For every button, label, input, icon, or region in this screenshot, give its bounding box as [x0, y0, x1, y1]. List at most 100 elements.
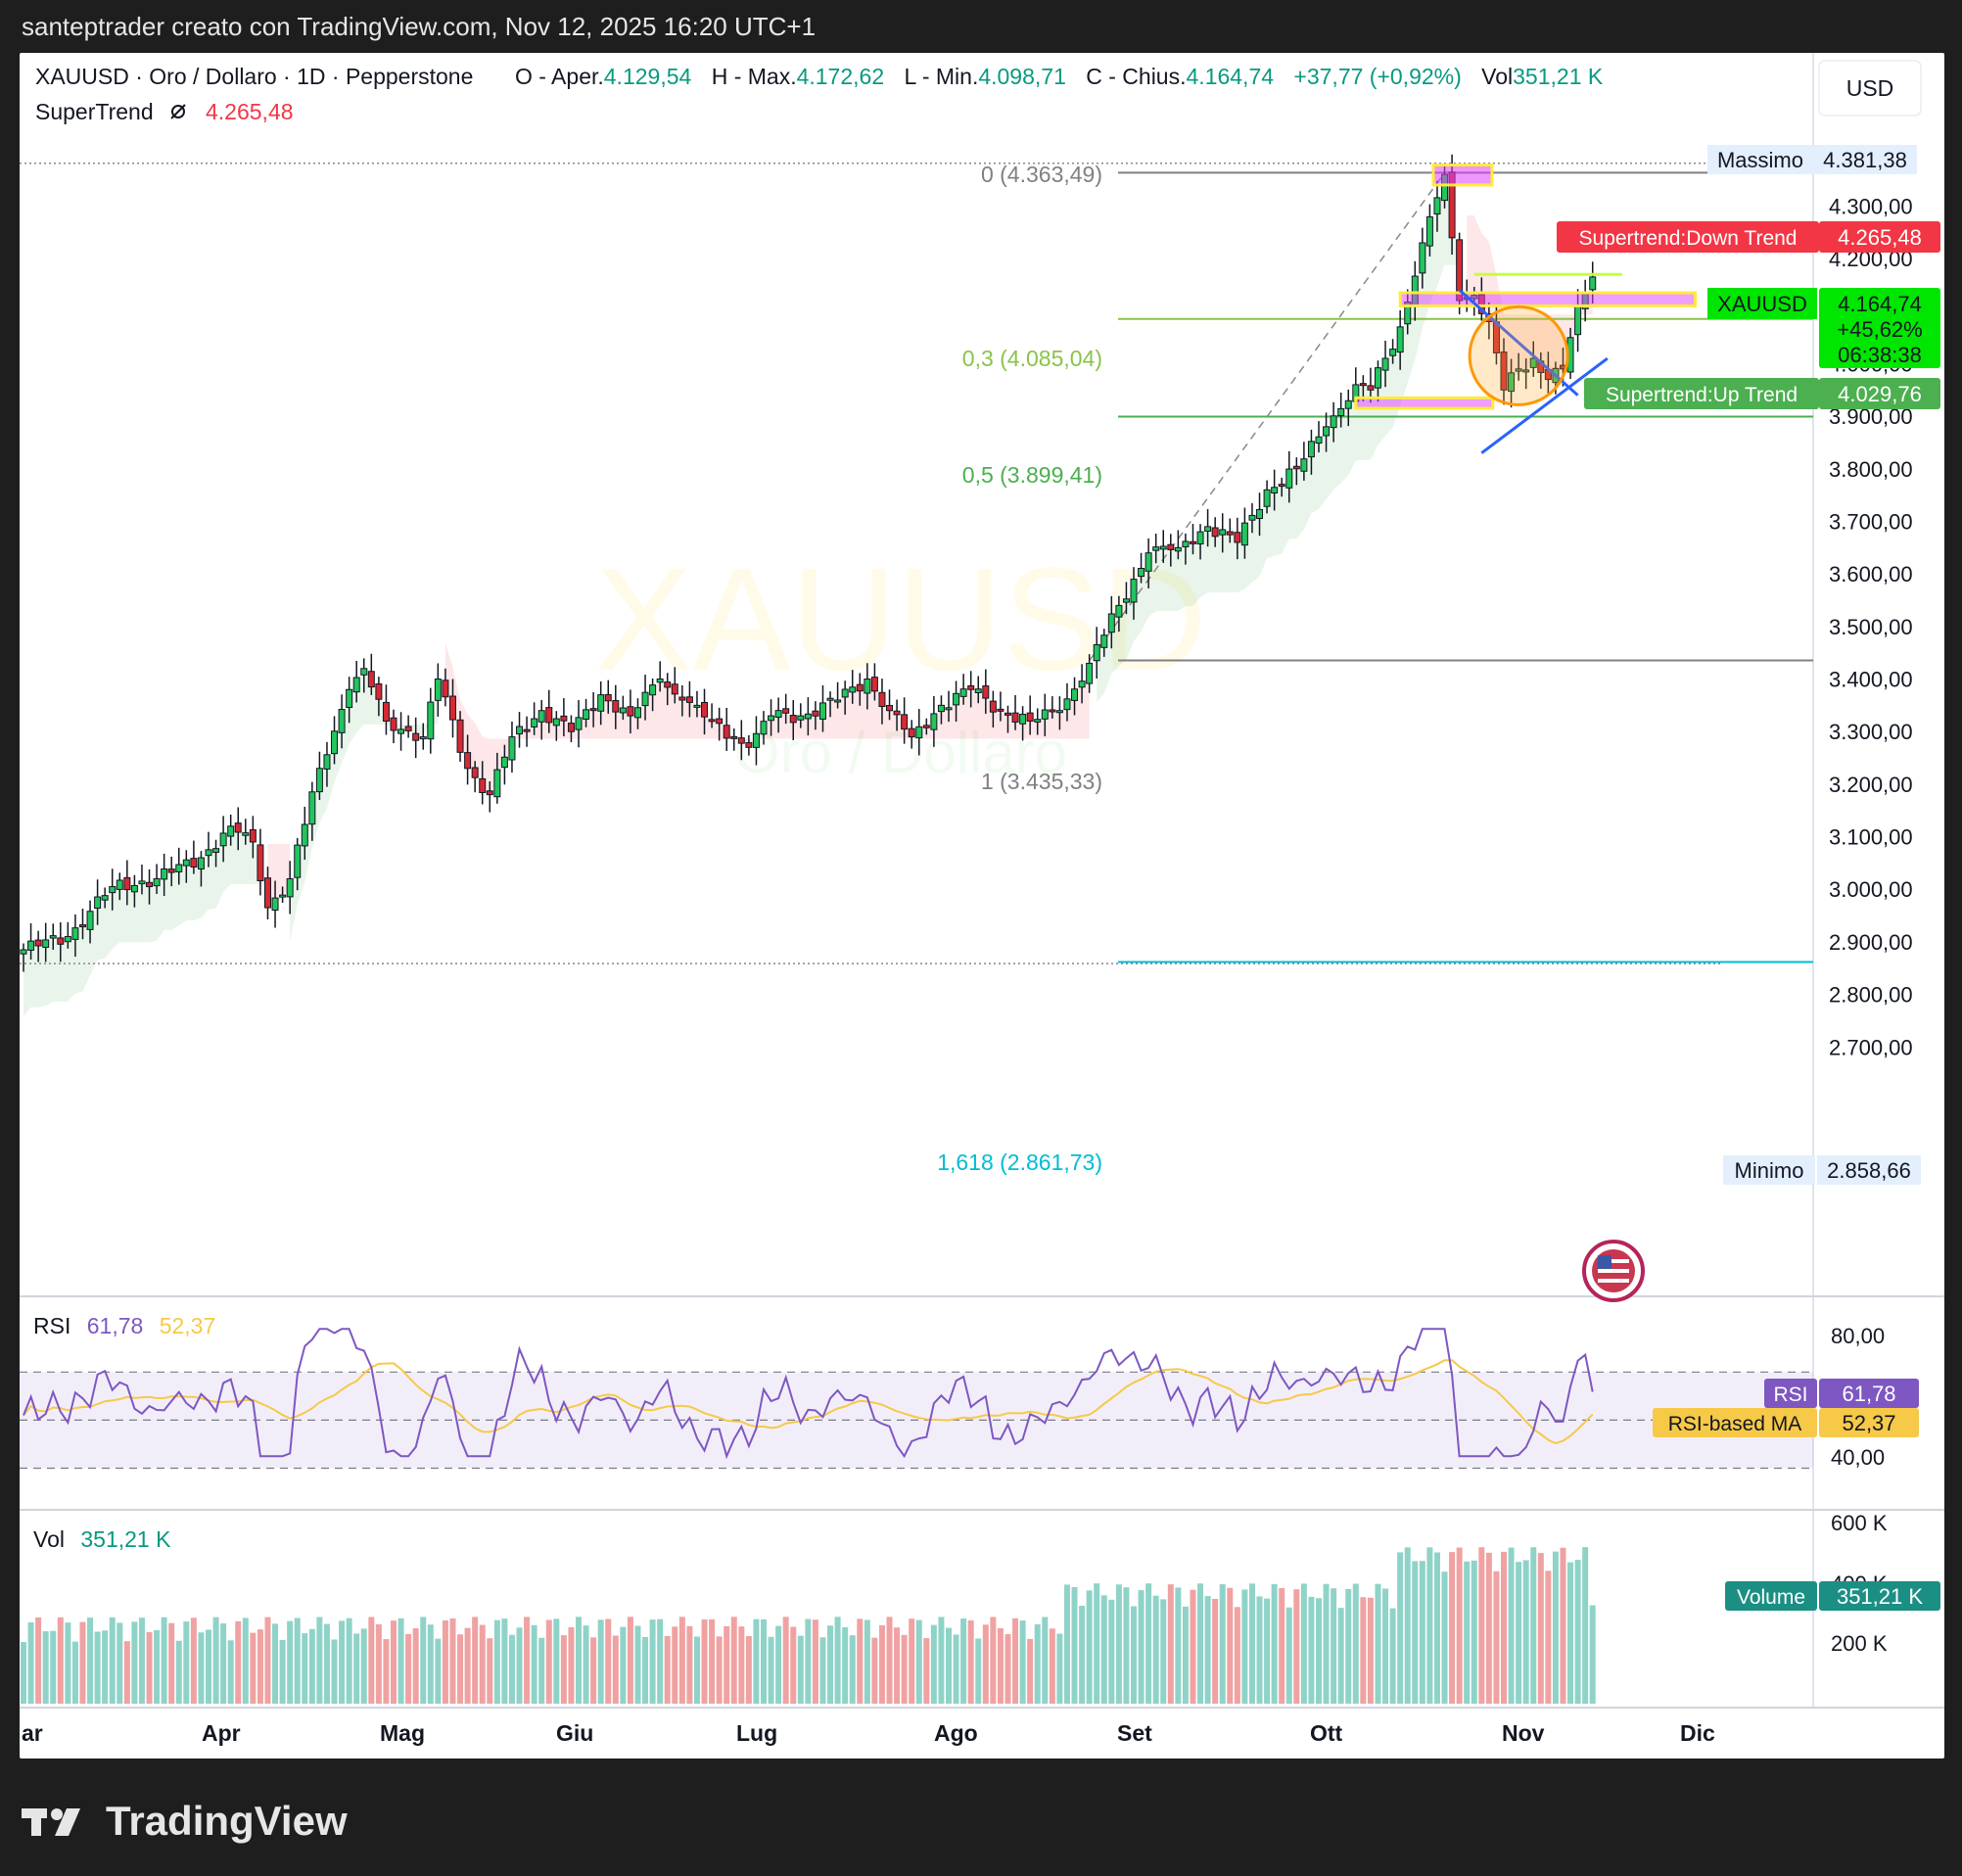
candle-body: [315, 768, 323, 793]
chart-frame[interactable]: XAUUSD Oro / Dollaro XAUUSD · Oro / Doll…: [20, 53, 1944, 1759]
candle-body: [1078, 680, 1086, 688]
volume-bar: [339, 1620, 346, 1704]
supertrend-down-label: Supertrend:Down Trend: [1579, 227, 1798, 250]
candle-body: [1055, 710, 1063, 714]
volume-bar: [842, 1626, 849, 1704]
candle-body: [937, 704, 945, 713]
volume-bar: [1034, 1623, 1041, 1704]
candle-body: [1315, 436, 1323, 445]
volume-bar: [886, 1617, 893, 1704]
supertrend-fill-down: [444, 642, 1090, 793]
volume-bar: [634, 1625, 641, 1704]
us-event-flag-icon[interactable]: [1582, 1240, 1645, 1302]
legend-open-label: O - Aper.: [515, 64, 604, 89]
volume-bar: [812, 1619, 818, 1704]
candle-body: [323, 754, 331, 770]
candle-body: [346, 688, 353, 708]
candle-body: [404, 726, 412, 731]
legend-close-label: C - Chius.: [1086, 64, 1186, 89]
legend-symbol-line[interactable]: XAUUSD · Oro / Dollaro · 1D · Pepperston…: [35, 64, 473, 89]
candle-body: [138, 880, 146, 885]
last-price: 4.164,74: [1838, 292, 1922, 316]
candle-body: [886, 705, 894, 712]
eye-slash-icon[interactable]: [170, 104, 186, 119]
volume-bar: [1219, 1583, 1226, 1704]
symbol-tag: [1707, 288, 1817, 319]
last-change: +45,62%: [1837, 317, 1922, 342]
candle-body: [560, 715, 568, 722]
candle-body: [1292, 465, 1300, 470]
volume-bar: [79, 1621, 86, 1704]
volume-bar: [1279, 1587, 1285, 1704]
candle-body: [612, 699, 620, 713]
volume-bar: [1456, 1547, 1463, 1704]
candle-body: [589, 708, 597, 712]
candle-body: [442, 680, 449, 698]
volume-bar: [642, 1636, 649, 1704]
candle-body: [552, 718, 560, 727]
volume-bar: [27, 1621, 34, 1704]
candle-body: [101, 895, 109, 901]
volume-bar: [168, 1622, 175, 1704]
candle-body: [271, 897, 279, 912]
candle-body: [471, 767, 479, 778]
volume-bar: [1545, 1571, 1552, 1704]
candle-body: [486, 790, 493, 796]
time-label-ago: Ago: [934, 1720, 978, 1746]
chart-svg[interactable]: XAUUSD Oro / Dollaro XAUUSD · Oro / Doll…: [20, 53, 1944, 1759]
volume-bar: [50, 1630, 57, 1704]
supertrend-fill-down: [267, 843, 291, 905]
candle-body: [94, 896, 102, 910]
volume-bar: [1145, 1583, 1152, 1704]
volume-bar: [71, 1641, 78, 1704]
candle-body: [656, 679, 664, 683]
volume-bar: [117, 1622, 123, 1704]
rsi-ma-value-tag-text: 52,37: [1842, 1411, 1895, 1435]
rsi-ma-tag: [1653, 1408, 1817, 1437]
volume-bar: [35, 1617, 42, 1704]
currency-button[interactable]: [1818, 60, 1922, 117]
volume-bar: [849, 1635, 856, 1704]
supertrend-fill-up: [23, 827, 268, 1017]
candle-body: [1152, 546, 1160, 551]
volume-bar: [620, 1626, 627, 1704]
candle-body: [249, 828, 257, 843]
volume-bar: [368, 1617, 375, 1704]
rsi-value-tag: [1819, 1379, 1919, 1408]
candle-body: [182, 859, 190, 867]
candle-body: [78, 924, 86, 928]
candle-body: [367, 671, 375, 688]
volume-value-tag-text: 351,21 K: [1837, 1584, 1923, 1609]
currency-button-label[interactable]: USD: [1846, 75, 1894, 101]
volume-legend[interactable]: Vol 351,21 K: [33, 1526, 171, 1552]
time-label-lug: Lug: [736, 1720, 777, 1746]
candle-body: [834, 699, 842, 703]
volume-bar: [1574, 1560, 1581, 1704]
candle-body: [982, 685, 990, 699]
supertrend-down-value-tag: [1819, 221, 1940, 253]
price-tick: 3.100,00: [1829, 825, 1913, 850]
legend-vol-label: Vol: [1481, 64, 1513, 89]
volume-bar: [493, 1619, 500, 1704]
volume-bar: [1433, 1552, 1440, 1704]
resistance-zone-rect: [1398, 291, 1698, 307]
supply-zone-rect: [1431, 164, 1494, 187]
candle-body: [1130, 579, 1138, 603]
candle-body: [797, 715, 805, 721]
candle-body: [1419, 242, 1426, 274]
legend-supertrend-label[interactable]: SuperTrend: [35, 99, 154, 124]
candle-body: [294, 844, 302, 878]
volume-bar: [1167, 1584, 1174, 1704]
candle-body: [1122, 598, 1130, 603]
rsi-legend[interactable]: RSI 61,78 52,37: [33, 1313, 215, 1338]
volume-bar: [819, 1637, 826, 1704]
candle-body: [856, 683, 864, 692]
candle-body: [1182, 540, 1190, 547]
volume-bar: [997, 1627, 1004, 1704]
tradingview-logo[interactable]: TradingView: [22, 1798, 348, 1845]
candle-body: [286, 877, 294, 898]
candle-body: [1374, 367, 1381, 389]
volume-bar: [57, 1617, 64, 1704]
volume-value: 351,21 K: [80, 1526, 171, 1552]
volume-bar: [967, 1619, 974, 1704]
